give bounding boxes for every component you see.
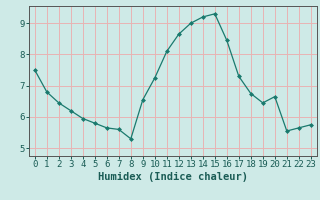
X-axis label: Humidex (Indice chaleur): Humidex (Indice chaleur) <box>98 172 248 182</box>
